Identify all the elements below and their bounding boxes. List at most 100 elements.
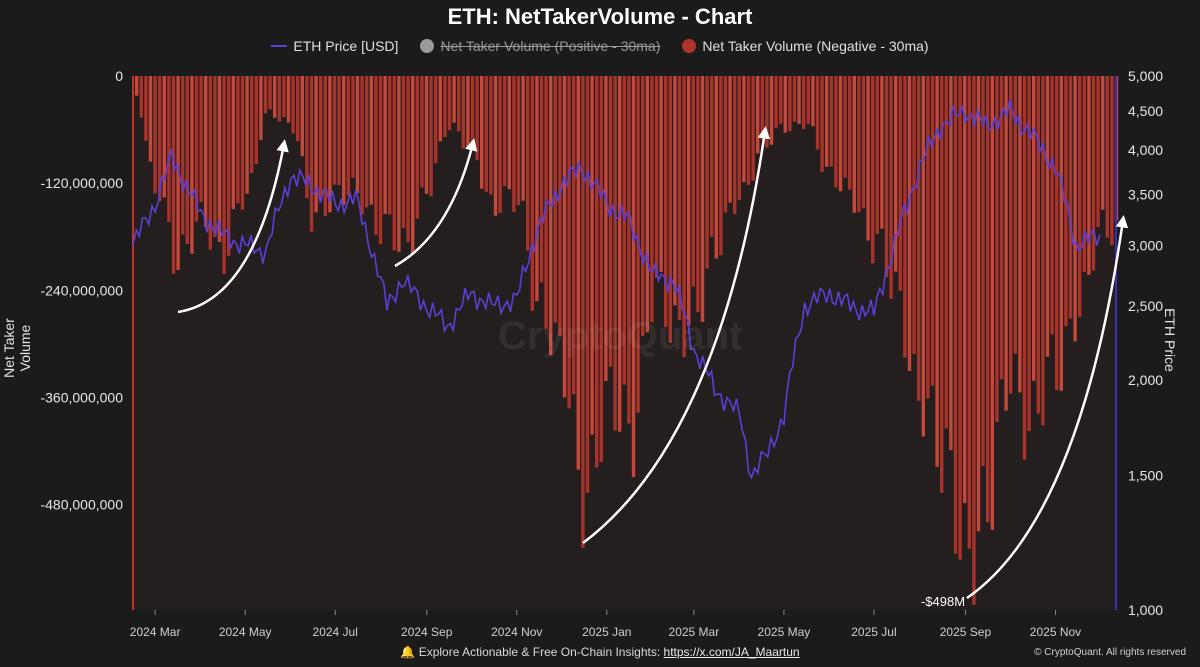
volume-bar xyxy=(535,76,539,302)
volume-bar xyxy=(774,76,778,128)
volume-bar xyxy=(415,76,419,219)
x-tick-label: 2024 Mar xyxy=(130,625,181,639)
volume-bar xyxy=(940,76,944,493)
volume-bar xyxy=(217,76,222,242)
volume-bar xyxy=(1013,76,1017,354)
volume-bar xyxy=(1050,76,1054,335)
volume-bar xyxy=(263,76,268,114)
volume-bar xyxy=(631,76,636,478)
volume-bar xyxy=(884,76,889,277)
volume-bar xyxy=(1018,76,1022,393)
volume-bar xyxy=(921,76,925,437)
volume-bar xyxy=(549,76,553,356)
volume-bar xyxy=(728,76,732,203)
volume-bar xyxy=(1087,76,1091,275)
volume-bar xyxy=(696,76,700,313)
volume-bar xyxy=(567,76,571,409)
volume-bar xyxy=(1105,76,1109,238)
left-tick-label: -240,000,000 xyxy=(40,282,123,298)
volume-bar xyxy=(282,76,286,118)
annotation-arrow xyxy=(582,126,771,544)
volume-bar xyxy=(438,76,442,142)
volume-bar xyxy=(664,76,668,328)
right-axis-label: ETH Price xyxy=(1162,308,1178,372)
volume-bar xyxy=(475,76,479,161)
volume-bar xyxy=(650,76,654,323)
volume-bar xyxy=(516,76,521,206)
volume-bar xyxy=(806,76,810,125)
volume-bar xyxy=(857,76,861,213)
volume-bar xyxy=(820,76,824,172)
volume-bar xyxy=(273,76,277,118)
x-tick-label: 2025 Sep xyxy=(940,625,992,639)
volume-bar xyxy=(1059,76,1063,391)
volume-bar xyxy=(420,76,424,188)
credit-text: © CryptoQuant. All rights reserved xyxy=(1034,647,1186,658)
legend-label-eth-price: ETH Price [USD] xyxy=(293,38,399,54)
volume-bar xyxy=(880,76,884,229)
volume-bar xyxy=(461,76,465,149)
volume-bar xyxy=(434,76,438,164)
volume-bar xyxy=(926,76,930,399)
volume-bar xyxy=(907,76,912,372)
left-tick-label: -480,000,000 xyxy=(40,497,123,513)
volume-bar xyxy=(259,76,263,140)
volume-bar xyxy=(866,76,870,241)
volume-bar xyxy=(1045,76,1050,357)
volume-bar xyxy=(746,76,751,186)
volume-bar xyxy=(843,76,847,178)
left-tick-label: 0 xyxy=(115,68,123,84)
x-tick-label: 2024 Sep xyxy=(401,625,453,639)
volume-bar xyxy=(457,76,461,132)
x-tick-label: 2025 Nov xyxy=(1030,625,1081,639)
volume-bar xyxy=(999,76,1004,380)
line-swatch-icon xyxy=(271,45,288,47)
volume-bar xyxy=(162,76,166,198)
volume-bar xyxy=(562,76,567,398)
volume-bar xyxy=(245,76,249,194)
legend-item-eth-price[interactable]: ETH Price [USD] xyxy=(271,38,398,54)
footer-link[interactable]: https://x.com/JA_Maartun xyxy=(663,645,800,659)
volume-bar xyxy=(953,76,958,554)
volume-bar xyxy=(530,76,534,311)
right-tick-label: 3,000 xyxy=(1128,237,1163,253)
annotation-arrow xyxy=(966,215,1129,600)
volume-bar xyxy=(1027,76,1031,432)
volume-bar xyxy=(673,76,677,306)
volume-bar xyxy=(1068,76,1073,319)
legend-label-positive: Net Taker Volume (Positive - 30ma) xyxy=(440,38,661,54)
volume-bar xyxy=(365,76,369,208)
volume-bar xyxy=(498,76,502,213)
volume-bar xyxy=(618,76,622,432)
volume-bar xyxy=(668,76,672,343)
volume-bar xyxy=(829,76,833,167)
volume-bar xyxy=(424,76,429,194)
volume-bar xyxy=(714,76,718,259)
volume-bar xyxy=(645,76,649,333)
volume-bar xyxy=(700,76,705,322)
volume-bar xyxy=(240,76,245,210)
volume-bar xyxy=(852,76,856,213)
volume-bar xyxy=(930,76,935,386)
volume-bar xyxy=(447,76,452,131)
volume-bar xyxy=(526,76,530,251)
volume-bar xyxy=(875,76,879,234)
volume-bar xyxy=(300,76,304,157)
volume-bar xyxy=(181,76,185,235)
min-annotation-label: -$498M xyxy=(921,594,965,609)
volume-bar xyxy=(328,76,332,213)
volume-bar xyxy=(493,76,498,216)
volume-bar xyxy=(167,76,171,223)
legend-item-negative[interactable]: Net Taker Volume (Negative - 30ma) xyxy=(682,38,929,54)
volume-bar xyxy=(337,76,341,186)
left-tick-label: -360,000,000 xyxy=(40,389,123,405)
x-tick-label: 2025 Jul xyxy=(851,625,896,639)
legend-item-positive[interactable]: Net Taker Volume (Positive - 30ma) xyxy=(420,38,660,54)
volume-bar xyxy=(250,76,254,174)
eth-price-line xyxy=(132,99,1101,480)
volume-bar xyxy=(309,76,314,232)
volume-bar xyxy=(912,76,916,354)
volume-bar xyxy=(572,76,576,395)
volume-bar xyxy=(834,76,838,188)
